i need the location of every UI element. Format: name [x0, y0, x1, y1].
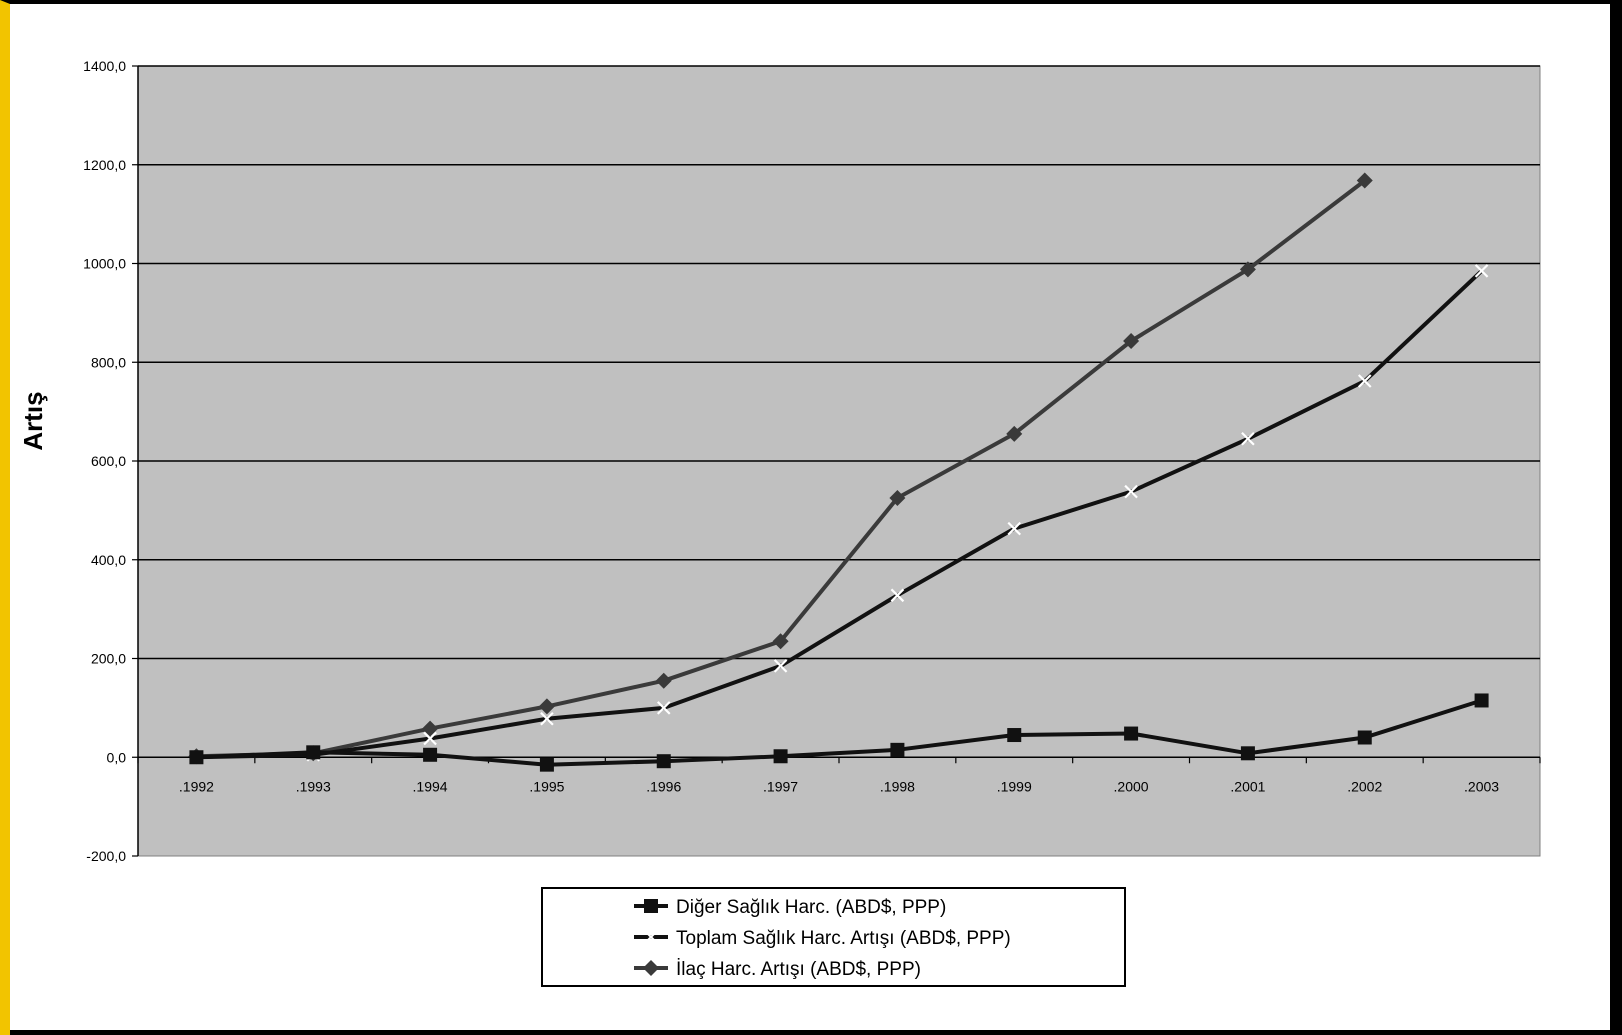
- x-tick-label: .2002: [1347, 778, 1382, 794]
- data-point: [1123, 333, 1140, 350]
- x-tick-label: .1997: [763, 778, 798, 794]
- legend-label: İlaç Harc. Artışı (ABD$, PPP): [676, 959, 921, 980]
- legend-swatch-marker: [645, 931, 657, 943]
- data-point: [1007, 521, 1022, 536]
- x-tick-label: .1995: [529, 778, 564, 794]
- x-tick-label: .2003: [1464, 778, 1499, 794]
- data-point: [773, 749, 788, 764]
- y-tick-label: 200,0: [91, 651, 126, 667]
- y-tick-label: 600,0: [91, 453, 126, 469]
- data-point: [1474, 264, 1489, 278]
- y-tick-label: 400,0: [91, 552, 126, 568]
- x-tick-label: .1994: [413, 778, 448, 794]
- data-point: [1474, 693, 1489, 708]
- data-point: [656, 754, 671, 769]
- x-tick-labels: .1992 .1993 .1994 .1995 .1996 .1997 .1998 .1999…: [179, 778, 1499, 794]
- data-point: [1357, 730, 1372, 745]
- data-point: [423, 731, 437, 746]
- legend: Diğer Sağlık Harc. (ABD$, PPP) Toplam Sağ…: [541, 887, 1126, 987]
- data-point: [539, 757, 554, 772]
- data-point: [423, 747, 438, 762]
- data-point: [1007, 728, 1022, 743]
- data-point: [540, 711, 554, 726]
- gridlines: [138, 65, 1540, 660]
- data-point: [656, 701, 671, 715]
- legend-label: Toplam Sağlık Harc. Artışı (ABD$, PPP): [676, 928, 1011, 949]
- legend-swatch-marker: [644, 899, 658, 913]
- y-tick-label: 1200,0: [83, 157, 126, 173]
- series-line: [196, 698, 1483, 767]
- x-tick-label: .1999: [997, 778, 1032, 794]
- data-point: [889, 490, 906, 507]
- data-point: [189, 750, 204, 765]
- chart-panel: 1400,0 1200,0 1000,0 800,0 600,0 400,0 200,0 0,…: [10, 4, 1610, 1030]
- y-tick-label: 1400,0: [83, 58, 126, 74]
- line-chart: 1400,0 1200,0 1000,0 800,0 600,0 400,0 200,0 0,…: [18, 58, 1541, 987]
- x-tick-label: .1992: [179, 778, 214, 794]
- data-point: [655, 672, 672, 689]
- x-tick-label: .1993: [296, 778, 331, 794]
- data-point: [422, 720, 439, 737]
- y-tick-label: -200,0: [86, 848, 126, 864]
- data-point: [1124, 484, 1138, 499]
- data-point: [1006, 425, 1023, 442]
- series-group: [188, 172, 1489, 772]
- data-point: [538, 698, 555, 715]
- legend-swatch-marker: [643, 960, 659, 976]
- y-axis-label: Artış: [18, 391, 48, 450]
- data-point: [773, 659, 788, 673]
- data-point: [306, 745, 321, 760]
- data-point: [1124, 726, 1139, 741]
- data-point: [1357, 374, 1372, 388]
- y-tick-labels: 1400,0 1200,0 1000,0 800,0 600,0 400,0 200,0 0,…: [83, 58, 126, 864]
- x-tick-label: .2001: [1230, 778, 1265, 794]
- data-point: [1240, 746, 1255, 761]
- x-tick-label: .2000: [1114, 778, 1149, 794]
- series-0: [189, 693, 1489, 772]
- y-tick-label: 0,0: [107, 749, 127, 765]
- x-tick-label: .1996: [646, 778, 681, 794]
- data-point: [1241, 432, 1255, 446]
- data-point: [890, 742, 905, 757]
- y-tick-label: 1000,0: [83, 256, 126, 272]
- series-line: [196, 269, 1483, 760]
- data-point: [772, 633, 789, 650]
- legend-label: Diğer Sağlık Harc. (ABD$, PPP): [676, 897, 946, 918]
- data-point: [1239, 261, 1256, 278]
- data-point: [1356, 172, 1373, 189]
- y-tick-label: 800,0: [91, 354, 126, 370]
- x-tick-label: .1998: [880, 778, 915, 794]
- data-point: [890, 588, 905, 603]
